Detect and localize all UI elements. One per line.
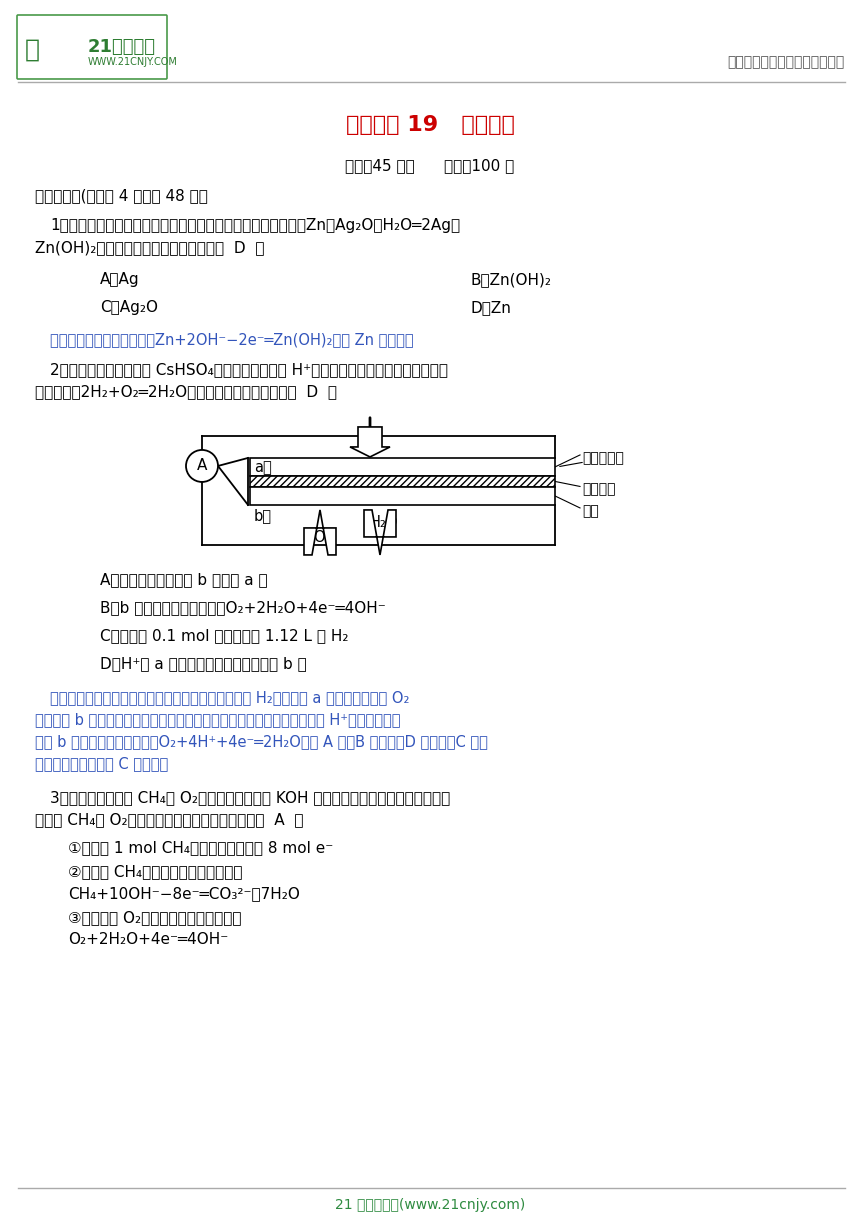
Text: 21 世纪教育网(www.21cnjy.com): 21 世纪教育网(www.21cnjy.com): [335, 1198, 525, 1212]
Text: C．Ag₂O: C．Ag₂O: [100, 300, 158, 315]
Text: O₂: O₂: [313, 530, 330, 545]
Text: H₂O: H₂O: [370, 514, 398, 530]
Text: A．Ag: A．Ag: [100, 272, 139, 287]
Text: H₂: H₂: [362, 430, 379, 446]
Text: ①每消耗 1 mol CH₄可以向外电路提供 8 mol e⁻: ①每消耗 1 mol CH₄可以向外电路提供 8 mol e⁻: [68, 840, 334, 855]
Text: CH₄+10OH⁻−8e⁻═CO₃²⁻＋7H₂O: CH₄+10OH⁻−8e⁻═CO₃²⁻＋7H₂O: [68, 886, 300, 901]
Text: 可表示为：2H₂+O₂═2H₂O，下列有关说法正确的是（  D  ）: 可表示为：2H₂+O₂═2H₂O，下列有关说法正确的是（ D ）: [35, 384, 337, 399]
Text: O₂+2H₂O+4e⁻═4OH⁻: O₂+2H₂O+4e⁻═4OH⁻: [68, 931, 228, 947]
Polygon shape: [364, 510, 396, 554]
Text: WWW.21CNJY.COM: WWW.21CNJY.COM: [88, 57, 178, 67]
Text: 的一极即 b 极是正极；电子由负极经外电路流向正极；电池内部阳离子即 H⁺移向正极，正: 的一极即 b 极是正极；电子由负极经外电路流向正极；电池内部阳离子即 H⁺移向正…: [35, 711, 401, 727]
Text: D．H⁺由 a 极通过固体酸电解质传递到 b 极: D．H⁺由 a 极通过固体酸电解质传递到 b 极: [100, 655, 307, 671]
Text: 时间：45 分钟      满分：100 分: 时间：45 分钟 满分：100 分: [346, 158, 514, 173]
Text: C．每转移 0.1 mol 电子，消耗 1.12 L 的 H₂: C．每转移 0.1 mol 电子，消耗 1.12 L 的 H₂: [100, 627, 348, 643]
Bar: [250, 475, 555, 486]
Text: 解析：由题给总方程式得：Zn+2OH⁻−2e⁻═Zn(OH)₂，故 Zn 为负极。: 解析：由题给总方程式得：Zn+2OH⁻−2e⁻═Zn(OH)₂，故 Zn 为负极…: [50, 332, 414, 347]
Text: 有指明标准状况，故 C 项错误。: 有指明标准状况，故 C 项错误。: [35, 756, 169, 771]
Text: 一、选择题(每小题 4 分，共 48 分）: 一、选择题(每小题 4 分，共 48 分）: [35, 188, 208, 203]
Text: B．b 极上的电极反应式为：O₂+2H₂O+4e⁻═4OH⁻: B．b 极上的电极反应式为：O₂+2H₂O+4e⁻═4OH⁻: [100, 599, 386, 615]
Text: D．Zn: D．Zn: [470, 300, 511, 315]
Text: 极即 b 极的电极反应式应为：O₂+4H⁺+4e⁻═2H₂O，故 A 项、B 项错误，D 项正确。C 项没: 极即 b 极的电极反应式应为：O₂+4H⁺+4e⁻═2H₂O，故 A 项、B 项…: [35, 734, 488, 749]
Text: 🏃: 🏃: [25, 38, 40, 62]
FancyBboxPatch shape: [17, 15, 167, 79]
Text: 2．某固体酸燃料电池以 CsHSO₄固体为电解质传递 H⁺，其基本结构见右图，电池总反应: 2．某固体酸燃料电池以 CsHSO₄固体为电解质传递 H⁺，其基本结构见右图，电…: [50, 362, 448, 377]
Circle shape: [186, 450, 218, 482]
Text: 固体酸膜: 固体酸膜: [582, 483, 616, 496]
Text: a极: a极: [254, 460, 272, 475]
Polygon shape: [304, 510, 336, 554]
Text: ③负极上是 O₂获得电子，电极反应式为: ③负极上是 O₂获得电子，电极反应式为: [68, 910, 242, 925]
Text: B．Zn(OH)₂: B．Zn(OH)₂: [470, 272, 551, 287]
Text: Zn(OH)₂，则负极上发生反应的物质是（  D  ）: Zn(OH)₂，则负极上发生反应的物质是（ D ）: [35, 240, 265, 255]
Text: A: A: [197, 458, 207, 473]
Text: 课时作业 19   化学电源: 课时作业 19 化学电源: [346, 116, 514, 135]
Bar: [250, 486, 555, 505]
Text: 中小学教育资源及组卷应用平台: 中小学教育资源及组卷应用平台: [728, 55, 845, 69]
Text: 3．有人设计出利用 CH₄和 O₂反应，用铂电极在 KOH 溶液中构成原电池。电池的总反应: 3．有人设计出利用 CH₄和 O₂反应，用铂电极在 KOH 溶液中构成原电池。电…: [50, 790, 451, 805]
Text: 类似于 CH₄在 O₂中燃烧，则下列说法中正确的是（  A  ）: 类似于 CH₄在 O₂中燃烧，则下列说法中正确的是（ A ）: [35, 812, 304, 827]
Text: 石墨: 石墨: [582, 503, 599, 518]
Polygon shape: [350, 427, 390, 457]
Text: 1．银锌电池广泛用作各种电子仪器的电源，它的电池反应是：Zn＋Ag₂O＋H₂O═2Ag＋: 1．银锌电池广泛用作各种电子仪器的电源，它的电池反应是：Zn＋Ag₂O＋H₂O═…: [50, 218, 460, 233]
Text: b极: b极: [254, 508, 272, 523]
Text: 多孔不锈钢: 多孔不锈钢: [582, 451, 624, 465]
Bar: [250, 458, 555, 475]
Text: 21世纪教育: 21世纪教育: [88, 38, 156, 56]
Text: A．电子通过外电路从 b 极流向 a 极: A．电子通过外电路从 b 极流向 a 极: [100, 572, 267, 587]
Text: 解析：由电池总反应方程式及原电池原理可知，充入 H₂的一极即 a 极是负极，充入 O₂: 解析：由电池总反应方程式及原电池原理可知，充入 H₂的一极即 a 极是负极，充入…: [50, 689, 409, 705]
Text: ②负极上 CH₄失去电子，电极反应式为: ②负极上 CH₄失去电子，电极反应式为: [68, 863, 243, 879]
